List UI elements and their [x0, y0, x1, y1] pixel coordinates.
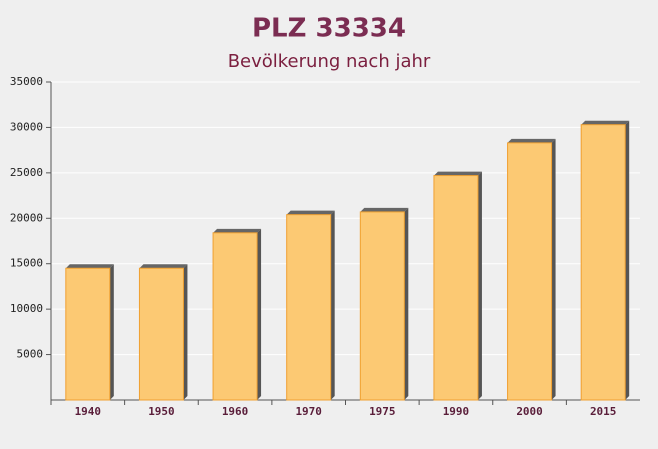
y-tick-label: 20000 — [10, 211, 43, 224]
x-tick-label: 1970 — [295, 405, 322, 418]
y-tick-label: 10000 — [10, 302, 43, 315]
bar-shadow — [109, 264, 114, 400]
y-tick-label: 15000 — [10, 257, 43, 270]
bar — [433, 175, 479, 401]
bar-shadow — [286, 210, 335, 215]
bar-shadow — [404, 207, 409, 400]
chart-title: PLZ 33334 — [252, 14, 406, 44]
bar-shadow — [330, 210, 335, 400]
y-tick-label: 30000 — [10, 120, 43, 133]
x-tick-label: 1960 — [222, 405, 249, 418]
chart-subtitle: Bevölkerung nach jahr — [228, 51, 431, 72]
x-tick-label: 2015 — [590, 405, 617, 418]
x-tick-label: 1975 — [369, 405, 396, 418]
bar — [580, 124, 626, 401]
bar — [212, 232, 258, 401]
y-tick-label: 5000 — [17, 348, 44, 361]
y-tick-label: 35000 — [10, 75, 43, 88]
bar-shadow — [213, 228, 262, 233]
bar — [65, 267, 111, 401]
bar-shadow — [183, 264, 188, 400]
x-tick-label: 1990 — [443, 405, 470, 418]
bar-shadow — [360, 207, 409, 212]
y-tick-label: 25000 — [10, 166, 43, 179]
bar-shadow — [581, 120, 630, 125]
bar-shadow — [257, 228, 262, 400]
bar — [359, 211, 405, 401]
bar-shadow — [65, 264, 114, 269]
bar-shadow — [507, 138, 556, 143]
bar-shadow — [433, 171, 482, 176]
bar — [286, 214, 332, 401]
bar — [507, 142, 553, 401]
bar-shadow — [551, 138, 556, 401]
x-tick-label: 1940 — [75, 405, 102, 418]
x-tick-label: 1950 — [148, 405, 175, 418]
bar-shadow — [625, 120, 630, 401]
bar-shadow — [139, 264, 188, 269]
x-tick-label: 2000 — [516, 405, 543, 418]
bar-shadow — [477, 171, 482, 400]
bar — [138, 267, 184, 401]
